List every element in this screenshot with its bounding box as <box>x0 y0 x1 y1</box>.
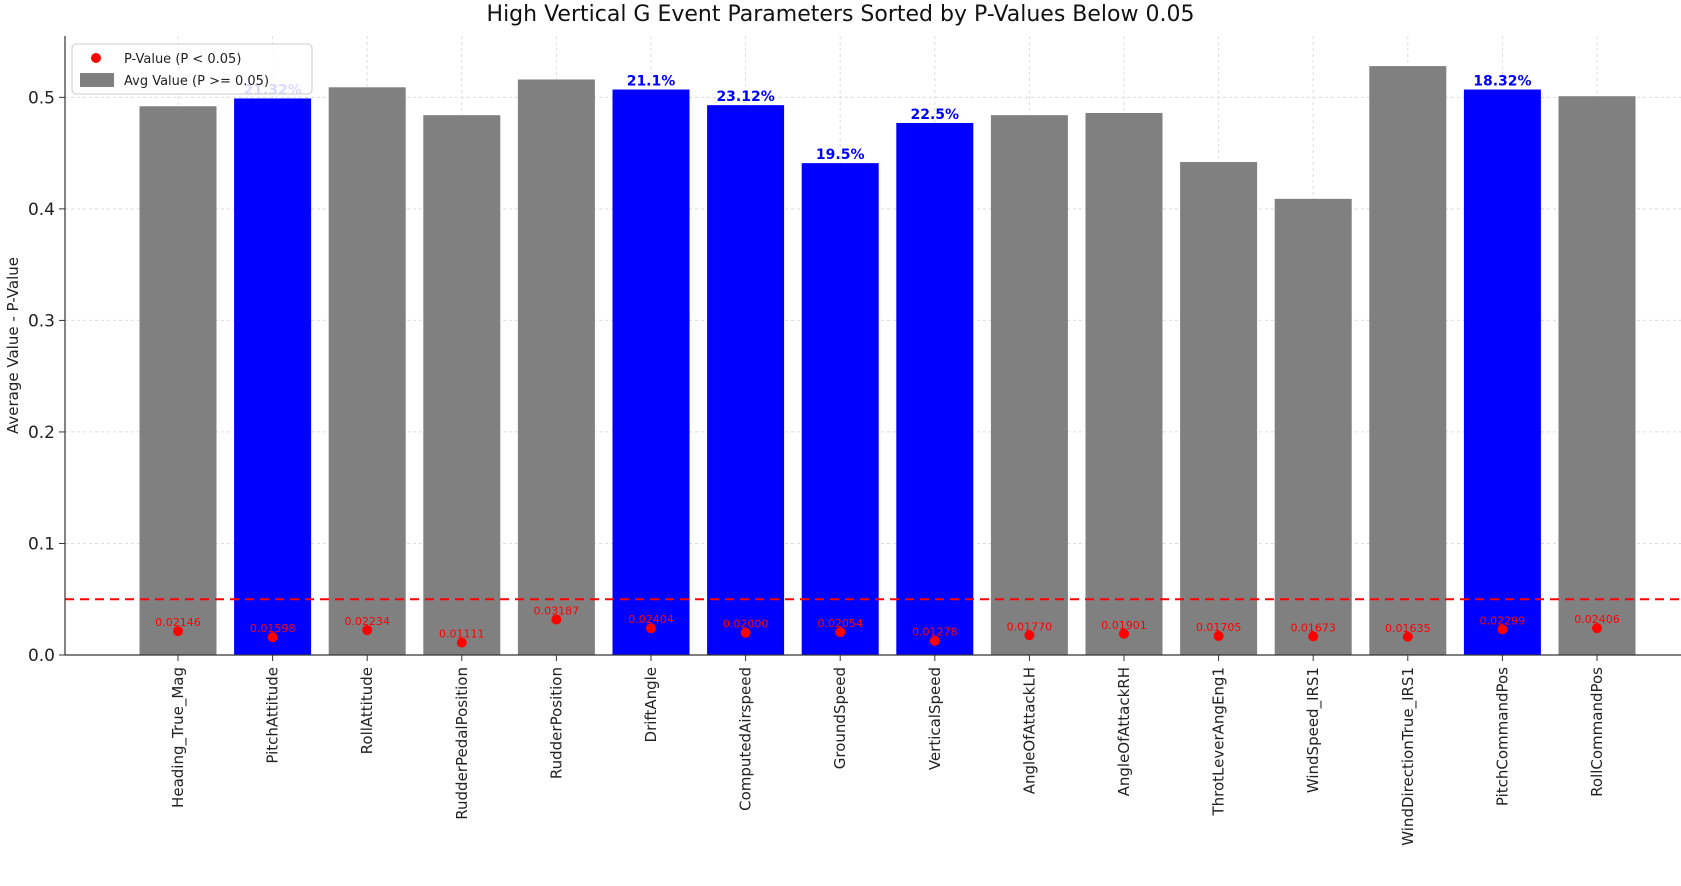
y-axis-label: Average Value - P-Value <box>4 257 22 434</box>
bar-RudderPosition <box>517 79 595 655</box>
y-tick-label: 0.0 <box>28 646 55 666</box>
legend-box <box>71 43 313 95</box>
legend-marker-pvalue <box>91 53 101 63</box>
pvalue-label: 0.02406 <box>1574 613 1620 626</box>
pvalue-point <box>740 627 751 638</box>
y-tick-label: 0.2 <box>28 423 55 443</box>
percent-label: 23.12% <box>716 89 774 105</box>
pvalue-point <box>551 614 562 625</box>
pvalue-label: 0.01278 <box>912 626 958 639</box>
x-tick-label: RudderPedalPosition <box>453 667 471 820</box>
bar-ThrotLeverAngEng1 <box>1180 162 1258 655</box>
pvalue-point <box>646 623 656 634</box>
bar-Heading_True_Mag <box>139 106 217 655</box>
x-tick-label: RudderPosition <box>547 667 565 779</box>
pvalue-point <box>1213 630 1224 641</box>
pvalue-label: 0.02404 <box>628 613 674 626</box>
pvalue-label: 0.02299 <box>1480 614 1526 627</box>
y-tick-label: 0.4 <box>28 200 55 220</box>
bar-WindSpeed_IRS1 <box>1274 198 1352 655</box>
percent-label: 21.1% <box>627 74 676 90</box>
pvalue-label: 0.02234 <box>344 615 390 628</box>
pvalue-point <box>173 626 183 637</box>
percent-label: 22.5% <box>911 107 960 123</box>
x-tick-label: GroundSpeed <box>831 667 849 769</box>
pvalue-label: 0.01770 <box>1007 620 1053 633</box>
bar-AngleOfAttackLH <box>990 115 1068 656</box>
bar-PitchAttitude <box>234 98 312 656</box>
bar-DriftAngle <box>612 89 690 655</box>
chart-title: High Vertical G Event Parameters Sorted … <box>486 2 1195 27</box>
pvalue-label: 0.02146 <box>155 616 201 629</box>
pvalue-label: 0.02054 <box>817 617 863 630</box>
legend-label-pvalue: P-Value (P < 0.05) <box>124 52 241 67</box>
legend-label-avg: Avg Value (P >= 0.05) <box>124 74 269 89</box>
pvalue-point <box>362 625 373 636</box>
pvalue-point <box>1592 623 1602 634</box>
x-tick-label: AngleOfAttackRH <box>1115 667 1133 796</box>
x-tick-label: AngleOfAttackLH <box>1020 667 1038 794</box>
y-tick-label: 0.1 <box>28 534 55 554</box>
bar-ComputedAirspeed <box>707 105 785 656</box>
x-tick-label: PitchCommandPos <box>1493 667 1511 806</box>
pvalue-label: 0.01111 <box>439 628 485 641</box>
bar-PitchCommandPos <box>1463 89 1541 655</box>
pvalue-label: 0.02000 <box>723 618 769 631</box>
x-tick-label: RollAttitude <box>358 667 376 754</box>
pvalue-point <box>1497 624 1508 635</box>
bar-RollCommandPos <box>1558 96 1636 655</box>
pvalue-point <box>1308 631 1319 642</box>
bar-RollAttitude <box>328 87 406 655</box>
pvalue-point <box>929 635 940 646</box>
pvalue-label: 0.01705 <box>1196 621 1242 634</box>
pvalue-label: 0.01673 <box>1290 621 1336 634</box>
y-tick-label: 0.3 <box>28 311 55 331</box>
pvalue-point <box>835 627 846 638</box>
pvalue-label: 0.01598 <box>250 622 296 635</box>
pvalue-point <box>267 632 278 643</box>
x-tick-label: Heading_True_Mag <box>169 667 188 808</box>
pvalue-point <box>456 637 467 648</box>
bar-GroundSpeed <box>801 163 879 656</box>
pvalue-point <box>1402 631 1413 642</box>
pvalue-label: 0.01901 <box>1101 619 1147 632</box>
x-tick-label: ComputedAirspeed <box>737 667 755 811</box>
bar-VerticalSpeed <box>896 122 974 656</box>
x-tick-label: DriftAngle <box>642 667 660 742</box>
x-tick-label: WindDirectionTrue_IRS1 <box>1399 667 1418 846</box>
percent-label: 18.32% <box>1473 74 1531 90</box>
pvalue-point <box>1119 628 1129 639</box>
x-tick-label: VerticalSpeed <box>926 667 944 770</box>
y-tick-label: 0.5 <box>28 88 55 108</box>
bar-WindDirectionTrue_IRS1 <box>1369 66 1447 655</box>
bar-AngleOfAttackRH <box>1085 112 1163 655</box>
percent-label: 19.5% <box>816 147 865 163</box>
bar-RudderPedalPosition <box>423 115 501 656</box>
x-tick-label: PitchAttitude <box>264 667 282 764</box>
pvalue-point <box>1024 630 1035 641</box>
pvalue-label: 0.01635 <box>1385 622 1431 635</box>
x-tick-label: WindSpeed_IRS1 <box>1304 667 1323 793</box>
pvalue-label: 0.03187 <box>534 604 580 617</box>
legend-patch-avg <box>80 73 114 87</box>
x-tick-label: RollCommandPos <box>1588 667 1606 797</box>
x-tick-label: ThrotLeverAngEng1 <box>1210 667 1228 817</box>
